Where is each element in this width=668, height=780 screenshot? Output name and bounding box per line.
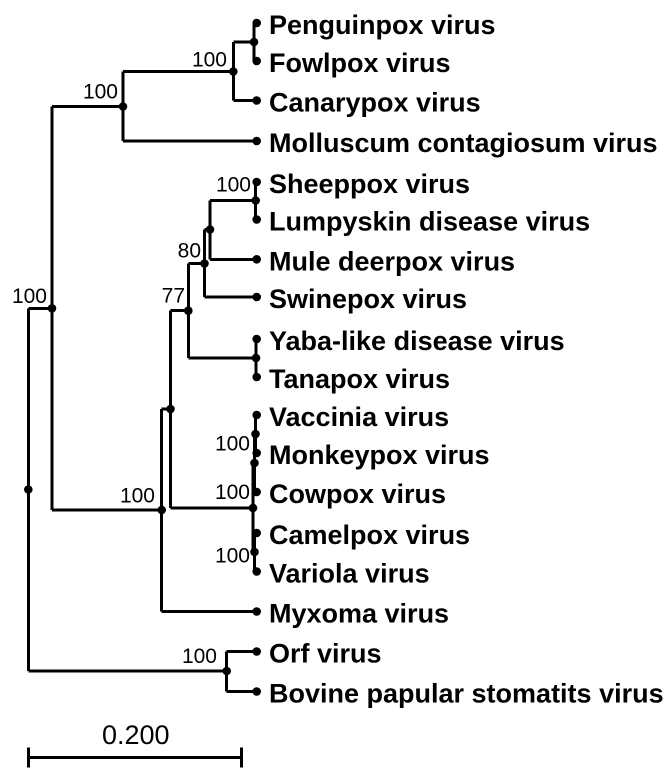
internal-node-dot-vaccinia-monkeypox (251, 429, 260, 439)
internal-node-dot-yatapoxvirus (251, 353, 261, 363)
taxon-label-cowpox-virus: Cowpox virus (269, 479, 446, 509)
tip-node-dot (252, 136, 261, 146)
tip-node-dot (252, 487, 261, 497)
bootstrap-value-label: 100 (120, 485, 155, 508)
taxon-label-bovine-papular-stomatits-virus: Bovine papular stomatits virus (269, 679, 664, 709)
taxon-label-swinepox-virus: Swinepox virus (269, 284, 467, 314)
bootstrap-value-label: 80 (178, 240, 201, 263)
taxon-label-tanapox-virus: Tanapox virus (269, 364, 450, 394)
internal-node-dot-capripox-deerpox (205, 225, 215, 234)
taxon-label-yaba-like-disease-virus: Yaba-like disease virus (269, 326, 565, 356)
tip-node-dot (252, 567, 261, 576)
tip-node-dot (252, 96, 261, 105)
bootstrap-value-label: 100 (215, 545, 250, 568)
taxon-label-penguinpox-virus: Penguinpox virus (269, 10, 496, 40)
tip-node-dot (252, 372, 261, 382)
taxon-label-myxoma-virus: Myxoma virus (269, 599, 449, 629)
internal-node-dot-orthopoxvirus (248, 503, 258, 513)
internal-node-dot-capripox-deerpox-swinepox (200, 259, 209, 268)
internal-node-dot-parapoxvirus (222, 666, 231, 676)
internal-node-dot-sheeppox-lumpyskin (251, 196, 260, 205)
internal-node-dot-node-77 (184, 306, 193, 316)
internal-node-dot-avipox-molluscum (118, 102, 128, 111)
scale-bar-label: 0.200 (102, 720, 170, 750)
internal-node-dot-avipoxvirus (229, 67, 238, 76)
tip-node-dot (252, 292, 261, 302)
taxon-label-canarypox-virus: Canarypox virus (269, 88, 481, 118)
bootstrap-value-label: 100 (12, 285, 47, 308)
taxon-label-lumpyskin-disease-virus: Lumpyskin disease virus (269, 207, 590, 237)
taxon-label-fowlpox-virus: Fowlpox virus (269, 48, 451, 78)
bootstrap-value-label: 100 (182, 645, 217, 668)
internal-node-dot-chordopox-core (166, 404, 175, 414)
taxon-label-mule-deerpox-virus: Mule deerpox virus (269, 246, 515, 276)
bootstrap-value-label: 100 (192, 49, 227, 72)
internal-node-dot-vaccinia-monkeypox-cowpox (250, 458, 259, 468)
taxon-label-sheeppox-virus: Sheeppox virus (269, 169, 470, 199)
tip-node-dot (252, 607, 261, 616)
bootstrap-value-label: 77 (162, 285, 185, 308)
bootstrap-value-label: 100 (215, 433, 250, 456)
internal-node-dot-non-avipox-clade (157, 505, 166, 515)
tip-node-dot (252, 448, 261, 458)
internal-node-dot-penguinpox-fowlpox (249, 37, 259, 47)
taxon-label-orf-virus: Orf virus (269, 639, 382, 669)
taxon-label-monkeypox-virus: Monkeypox virus (269, 440, 490, 470)
bootstrap-value-label: 100 (216, 174, 251, 197)
tip-node-dot (252, 334, 261, 344)
internal-node-dot-all-but-parapox (47, 304, 57, 313)
tip-node-dot (252, 647, 261, 656)
tip-node-dot (252, 528, 261, 538)
internal-node-dot-camelpox-variola (250, 547, 259, 557)
tip-node-dot (252, 254, 261, 264)
tip-node-dot (252, 18, 261, 28)
taxon-label-vaccinia-virus: Vaccinia virus (269, 402, 449, 432)
taxon-label-molluscum-contagiosum-virus: Molluscum contagiosum virus (269, 128, 658, 158)
tip-node-dot (252, 215, 261, 224)
taxon-label-variola-virus: Variola virus (269, 559, 430, 589)
bootstrap-value-label: 100 (215, 481, 250, 504)
tip-node-dot (252, 410, 261, 420)
taxon-label-camelpox-virus: Camelpox virus (269, 520, 470, 550)
bootstrap-value-label: 100 (83, 81, 118, 104)
internal-node-dot-root (24, 485, 33, 494)
tip-node-dot (252, 177, 261, 187)
tip-node-dot (252, 56, 261, 66)
tip-node-dot (252, 687, 261, 696)
